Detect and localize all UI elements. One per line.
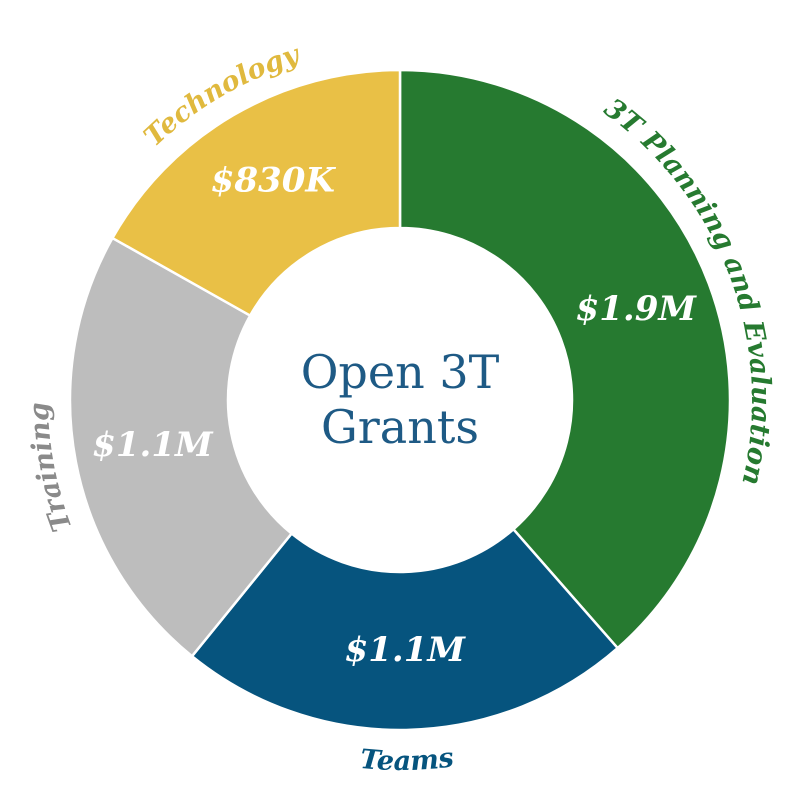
donut-segment bbox=[190, 527, 620, 732]
donut-segment bbox=[398, 68, 732, 650]
value-label: $1.1M bbox=[92, 425, 214, 465]
donut-segment bbox=[110, 68, 402, 318]
category-label: Teams bbox=[359, 742, 456, 777]
donut-segment bbox=[68, 236, 294, 658]
chart-title: Open 3T Grants bbox=[300, 344, 500, 454]
value-label: $830K bbox=[211, 160, 337, 200]
value-label: $1.1M bbox=[345, 630, 467, 670]
value-label: $1.9M bbox=[576, 289, 698, 329]
category-label-text: Teams bbox=[359, 742, 456, 777]
